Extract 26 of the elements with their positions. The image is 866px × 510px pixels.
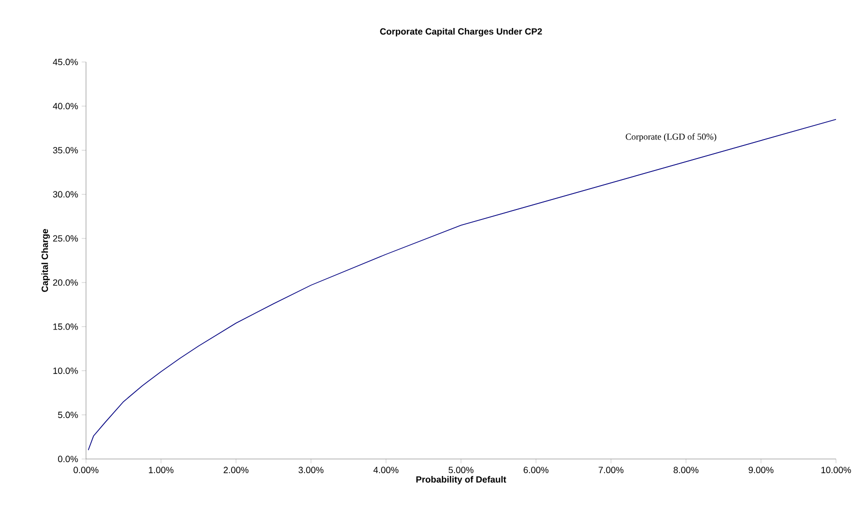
y-axis-title: Capital Charge	[41, 229, 50, 292]
x-tick-label: 6.00%	[524, 466, 548, 474]
x-tick-label: 3.00%	[298, 466, 324, 474]
y-tick-label: 10.0%	[53, 368, 78, 374]
y-tick-label: 45.0%	[52, 58, 78, 66]
x-tick-label: 10.00%	[821, 466, 851, 474]
y-tick-label: 35.0%	[53, 147, 78, 154]
x-tick-label: 9.00%	[748, 466, 774, 474]
y-tick-label: 40.0%	[52, 102, 78, 110]
x-tick-label: 7.00%	[598, 466, 624, 474]
x-tick-label: 4.00%	[373, 466, 398, 474]
y-tick-label: 30.0%	[53, 191, 78, 198]
x-tick-label: 8.00%	[674, 466, 698, 474]
y-tick-label: 15.0%	[53, 323, 78, 330]
x-tick-label: 5.00%	[448, 466, 474, 474]
y-tick-label: 0.0%	[58, 456, 78, 462]
annotation: Corporate (LGD of 50%)	[626, 133, 716, 142]
x-tick-label: 0.00%	[74, 466, 98, 474]
x-axis-title: Probability of Default	[416, 476, 506, 484]
y-tick-label: 20.0%	[53, 279, 78, 286]
line-series	[88, 118, 836, 451]
chart-title: Corporate Capital Charges Under CP2	[380, 28, 542, 36]
x-tick-label: 1.00%	[148, 466, 174, 474]
y-tick-label: 25.0%	[53, 235, 78, 242]
y-tick-label: 5.0%	[58, 412, 78, 418]
x-tick-label: 2.00%	[224, 466, 248, 474]
